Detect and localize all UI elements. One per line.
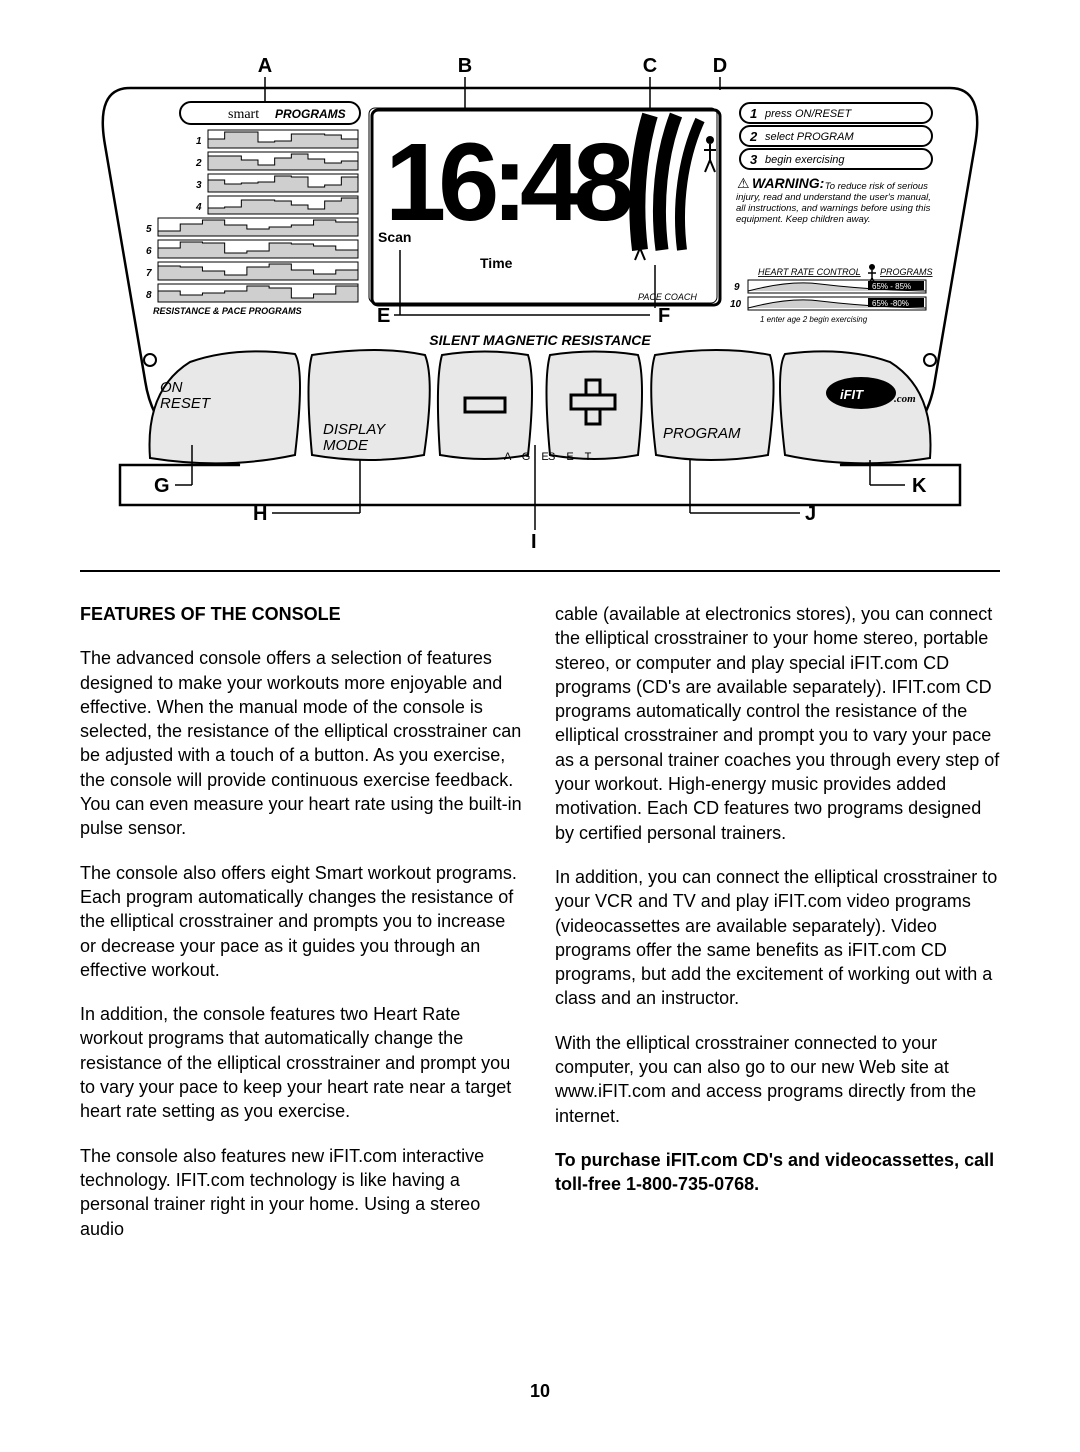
page-number: 10 [80,1381,1000,1402]
minus-button[interactable] [438,352,532,460]
smart-programs-header: smart PROGRAMS [180,102,360,124]
svg-text:9: 9 [734,282,740,293]
svg-text:10: 10 [730,299,742,310]
program-number: 6 [146,246,152,257]
marker-k: K [912,475,927,497]
marker-f: F [658,305,670,327]
marker-a: A [258,55,272,77]
svg-text:PROGRAM: PROGRAM [663,425,741,442]
time-label: Time [480,255,513,271]
para-7: With the elliptical crosstrainer connect… [555,1031,1000,1128]
svg-text:.com: .com [894,393,916,405]
svg-text:65% - 85%: 65% - 85% [872,282,911,291]
warning-block: ⚠ WARNING: ⚠WARNING: To reduce risk of s… [736,175,940,266]
content-columns: FEATURES OF THE CONSOLE The advanced con… [80,602,1000,1261]
scan-label: Scan [378,229,411,245]
marker-i: I [531,531,537,550]
section-heading: FEATURES OF THE CONSOLE [80,602,525,626]
marker-b: B [458,55,472,77]
svg-text:65% -80%: 65% -80% [872,299,909,308]
svg-text:PROGRAMS: PROGRAMS [880,267,933,277]
program-number: 3 [196,180,202,191]
resistance-pace-label: RESISTANCE & PACE PROGRAMS [153,306,302,316]
program-number: 7 [146,268,152,279]
para-2: The console also offers eight Smart work… [80,861,525,982]
svg-text:HEART RATE CONTROL: HEART RATE CONTROL [758,267,861,277]
screw-right-icon [924,354,936,366]
para-5: cable (available at electronics stores),… [555,602,1000,845]
program-number: 2 [195,158,202,169]
marker-c: C [643,55,657,77]
marker-d: D [713,55,727,77]
program-number: 5 [146,224,152,235]
para-8-bold: To purchase iFIT.com CD's and videocasse… [555,1148,1000,1197]
svg-text:1: 1 [750,106,757,121]
svg-text:1 enter age 2 begin exercising: 1 enter age 2 begin exercising [760,315,868,324]
para-6: In addition, you can connect the ellipti… [555,865,1000,1011]
svg-text:PROGRAMS: PROGRAMS [275,107,346,121]
right-column: cable (available at electronics stores),… [555,602,1000,1261]
svg-text:3: 3 [750,152,758,167]
silent-magnetic-label: SILENT MAGNETIC RESISTANCE [429,332,651,348]
marker-j: J [805,503,816,525]
marker-e: E [377,305,390,327]
instruction-pills: 1 press ON/RESET 2 select PROGRAM 3 begi… [740,103,932,169]
program-profiles: 1 2 3 4 5 6 7 8 [146,130,358,302]
svg-text:A G E: A G E [504,451,553,463]
svg-text:S E T: S E T [548,451,595,463]
divider [80,570,1000,572]
pace-coach-label: PACE COACH [638,292,697,302]
svg-text:press ON/RESET: press ON/RESET [764,108,852,120]
svg-text:select PROGRAM: select PROGRAM [765,131,854,143]
left-column: FEATURES OF THE CONSOLE The advanced con… [80,602,525,1261]
para-4: The console also features new iFIT.com i… [80,1144,525,1241]
para-1: The advanced console offers a selection … [80,646,525,840]
buttons-row: ONRESET DISPLAYMODE A G E S E T PROGRAM … [144,350,936,463]
para-3: In addition, the console features two He… [80,1002,525,1123]
program-number: 4 [195,202,202,213]
program-number: 1 [196,136,202,147]
svg-text:smart: smart [228,107,259,122]
svg-text:2: 2 [749,129,758,144]
console-svg: A B C D smart PROGRAMS 1 2 3 4 5 6 7 8 RESISTAN… [80,50,1000,550]
lcd-digits: 16:48 [385,121,631,244]
program-button[interactable] [651,350,773,460]
lcd-display: 16:48 Scan Time PACE COACH [369,108,720,305]
heart-rate-control: HEART RATE CONTROL PROGRAMS 9 10 65% - 8… [730,262,933,324]
marker-h: H [253,503,267,525]
svg-text:begin exercising: begin exercising [765,154,845,166]
warning-text: To reduce risk of serious injury, read a… [736,181,931,225]
marker-g: G [154,475,170,497]
console-diagram: A B C D smart PROGRAMS 1 2 3 4 5 6 7 8 RESISTAN… [80,50,1000,550]
screw-left-icon [144,354,156,366]
svg-text:iFIT: iFIT [840,387,864,402]
program-number: 8 [146,290,152,301]
